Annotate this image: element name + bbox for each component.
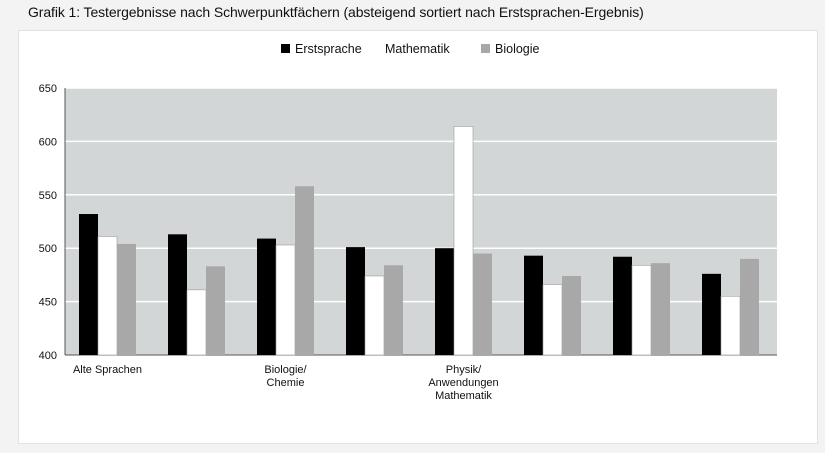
bar-mathematik — [97, 236, 118, 356]
bar-mathematik — [542, 284, 563, 356]
chart-panel: 400 450 500 550 600 650 Alte Sprachen Biologie/… — [18, 30, 818, 444]
bar-biologie — [562, 275, 581, 355]
x-category-label: Physik/Anwendungen Mathematik — [428, 364, 498, 402]
y-tick-label: 450 — [39, 297, 57, 309]
y-tick-label: 400 — [39, 350, 57, 362]
legend-swatch-erstsprache — [281, 44, 290, 53]
bar-mathematik — [453, 126, 474, 356]
bar-biologie — [295, 186, 314, 355]
y-tick-label: 650 — [39, 83, 57, 95]
bar-erstsprache — [79, 214, 98, 355]
bar-erstsprache — [524, 255, 543, 355]
page-title: Grafik 1: Testergebnisse nach Schwerpunk… — [28, 4, 644, 20]
bar-mathematik — [364, 275, 385, 356]
bar-mathematik — [720, 295, 741, 356]
bar-biologie — [651, 263, 670, 355]
bar-biologie — [740, 258, 759, 355]
legend-label-mathematik: Mathematik — [385, 42, 450, 56]
x-category-label: Alte Sprachen — [73, 364, 142, 376]
bar-mathematik — [631, 264, 652, 356]
y-tick-label: 550 — [39, 190, 57, 202]
bar-biologie — [384, 265, 403, 355]
bar-mathematik — [275, 244, 296, 356]
legend-label-erstsprache: Erstsprache — [295, 42, 362, 56]
y-tick-label: 500 — [39, 243, 57, 255]
bar-erstsprache — [702, 273, 721, 355]
bar-erstsprache — [346, 247, 365, 355]
bar-erstsprache — [168, 234, 187, 355]
legend-label-biologie: Biologie — [495, 42, 540, 56]
bar-biologie — [473, 253, 492, 355]
bar-erstsprache — [435, 248, 454, 355]
bar-biologie — [117, 243, 136, 355]
bar-erstsprache — [613, 256, 632, 355]
x-category-label: Biologie/Chemie — [264, 364, 307, 389]
bar-erstsprache — [257, 238, 276, 355]
legend-swatch-mathematik — [371, 44, 380, 53]
bar-chart: 400 450 500 550 600 650 Alte Sprachen Biologie/… — [39, 42, 777, 402]
bar-biologie — [206, 266, 225, 355]
legend-swatch-biologie — [481, 44, 490, 53]
bar-mathematik — [186, 289, 207, 356]
y-tick-label: 600 — [39, 136, 57, 148]
